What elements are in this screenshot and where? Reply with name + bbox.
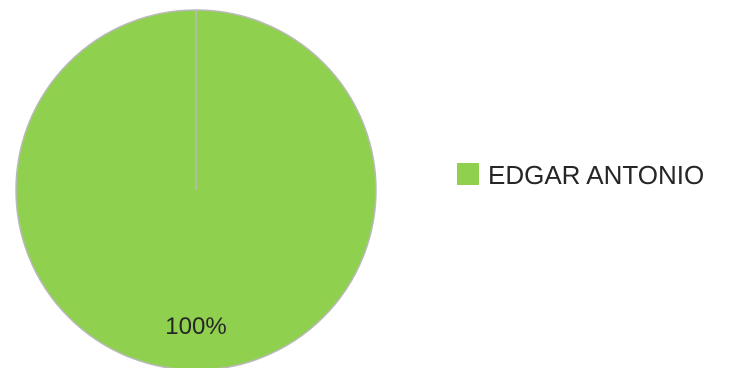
slice-data-label: 100%: [165, 313, 226, 340]
legend: EDGAR ANTONIO: [457, 160, 704, 190]
legend-entry-label: EDGAR ANTONIO: [488, 160, 704, 190]
legend-swatch: [457, 163, 479, 185]
pie-slices: [15, 9, 377, 368]
